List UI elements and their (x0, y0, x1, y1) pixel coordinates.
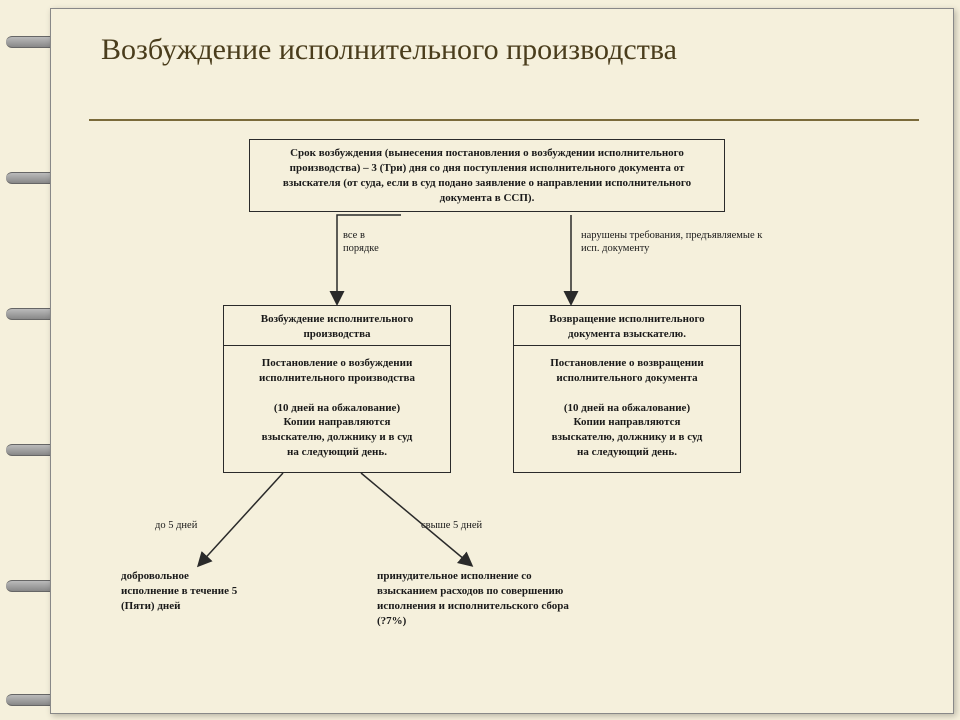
page-title: Возбуждение исполнительного производства (101, 33, 677, 68)
box-left-head: Возбуждение исполнительного производства (223, 305, 451, 349)
edge-label-upto5: до 5 дней (155, 519, 197, 532)
box-left-body: Постановление о возбуждении исполнительн… (223, 345, 451, 473)
edge-label-over5: свыше 5 дней (421, 519, 482, 532)
box-right-body: Постановление о возвращении исполнительн… (513, 345, 741, 473)
box-deadline: Срок возбуждения (вынесения постановлени… (249, 139, 725, 212)
box-right-head: Возвращение исполнительного документа вз… (513, 305, 741, 349)
page-slide: Возбуждение исполнительного производства… (50, 8, 954, 714)
edge-label-violation: нарушены требования, предъявляемые к исп… (581, 229, 821, 255)
title-rule (89, 119, 919, 121)
result-voluntary: добровольное исполнение в течение 5 (Пят… (121, 569, 301, 614)
edge-label-ok: все в порядке (343, 229, 423, 255)
result-forced: принудительное исполнение со взысканием … (377, 569, 637, 628)
